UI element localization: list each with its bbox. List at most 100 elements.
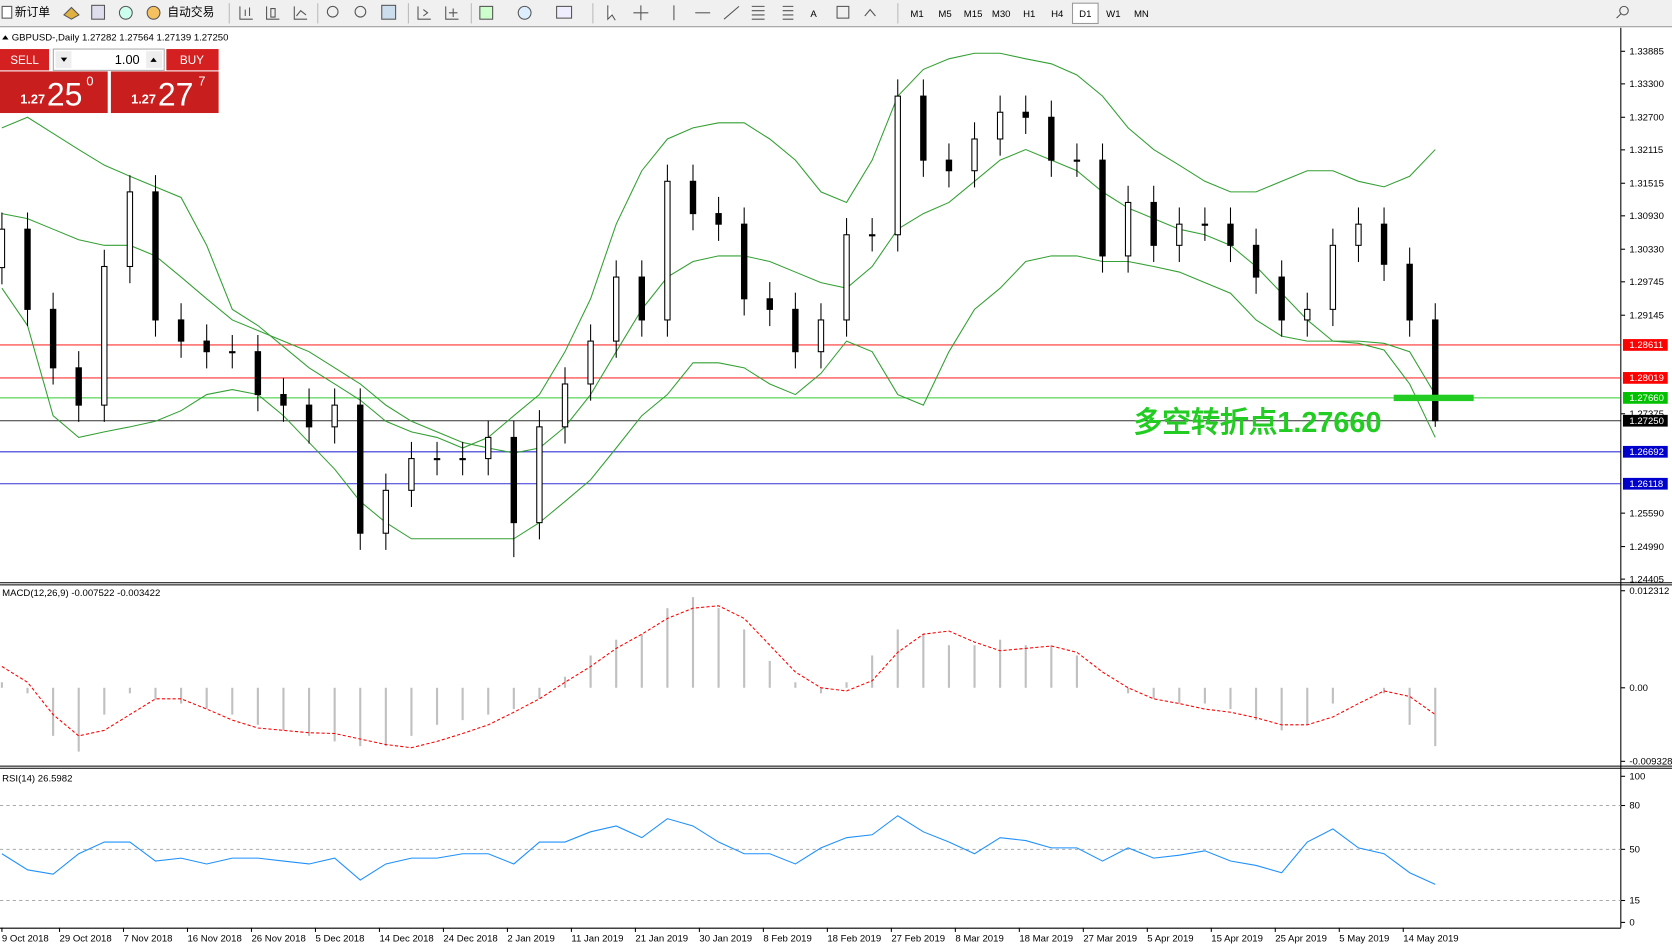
timeframe-active [1071,2,1099,24]
ask-fraction: 7 [198,73,205,88]
timeframe-button[interactable]: MN [1134,9,1149,20]
y-tick-label: -0.009328 [1629,757,1672,768]
icon[interactable] [266,6,280,20]
annotation-text: 多空转折点1.27660 [1134,406,1382,439]
search-icon[interactable] [1619,5,1629,16]
candle-body [24,228,31,310]
icon[interactable] [91,4,106,20]
candle-body [1432,319,1439,422]
candle-body [1355,223,1362,246]
x-tick-label: 16 Nov 2018 [187,934,241,945]
icon[interactable] [633,5,649,21]
y-tick-label: 1.24990 [1629,542,1664,553]
candle-body [740,223,748,300]
candle-body [715,213,722,225]
timeframe-button[interactable]: M30 [992,9,1011,20]
candle-body [305,404,313,428]
signal-line [1,605,1436,749]
x-tick-label: 24 Dec 2018 [443,934,497,945]
icon[interactable] [445,6,459,20]
price-label: 1.28019 [1629,373,1664,384]
ask-box[interactable] [110,71,219,114]
icon[interactable] [239,6,253,20]
x-tick-label: 11 Jan 2019 [571,934,623,945]
buy-button[interactable] [166,49,219,71]
bid-prefix: 1.27 [20,91,45,106]
icon[interactable] [556,5,573,19]
bollinger-band [1,148,1436,454]
candle-body [971,138,978,172]
price-label-box [1622,414,1668,427]
x-tick-label: 21 Jan 2019 [635,934,688,945]
candle-body [101,265,108,406]
x-tick-label: 27 Feb 2019 [891,934,945,945]
icon[interactable] [326,5,339,18]
bid-box[interactable] [0,71,108,114]
price-label-box [1622,477,1668,490]
rsi-title: RSI(14) 26.5982 [2,774,72,785]
price-label: 1.26692 [1629,447,1664,458]
candle-body [229,351,236,354]
candle-body [1073,159,1081,162]
icon[interactable] [782,5,794,20]
bollinger-band [1,255,1436,540]
icon[interactable] [751,5,765,20]
sell-button[interactable] [0,49,50,71]
search-icon [1616,13,1622,19]
icon[interactable] [417,6,431,20]
y-tick-label: 0 [1629,918,1634,929]
icon[interactable] [293,6,308,20]
candle-body [766,298,773,310]
y-tick-label: 1.27375 [1629,409,1664,420]
timeframe-button[interactable]: D1 [1079,9,1091,20]
icon[interactable] [118,5,133,20]
new-order-button[interactable]: 新订单 [15,5,50,19]
candle-body [1048,116,1055,161]
bid-fraction: 0 [86,73,93,88]
y-tick-label: 0.012312 [1629,586,1669,597]
icon[interactable] [479,5,494,20]
toolbar [0,0,1672,27]
icon[interactable] [381,4,397,20]
y-tick-label: 1.25590 [1629,508,1664,519]
timeframe-button[interactable]: M5 [938,9,951,20]
candle-body [510,436,518,524]
icon[interactable] [864,8,876,17]
timeframe-button[interactable]: H4 [1051,9,1064,20]
auto-trading-button[interactable]: 自动交易 [167,5,214,19]
candle-body [357,404,364,534]
timeframe-button[interactable]: H1 [1023,9,1035,20]
buy-label: BUY [180,54,204,67]
lot-input[interactable] [52,48,165,71]
icon[interactable] [723,5,740,20]
icon[interactable] [1,5,13,19]
x-tick-label: 2 Jan 2019 [507,934,554,945]
x-tick-label: 27 Mar 2019 [1083,934,1137,945]
collapse-icon[interactable] [2,35,9,40]
price-label: 1.27250 [1629,416,1664,427]
candle-body [1176,223,1183,246]
icon[interactable] [146,5,161,20]
timeframe-button[interactable]: M1 [910,9,923,20]
icon[interactable] [607,5,616,21]
x-tick-label: 5 Apr 2019 [1147,934,1193,945]
candle-body [1406,263,1413,321]
timeframe-button[interactable]: W1 [1106,9,1120,20]
x-tick-label: 14 May 2019 [1403,934,1458,945]
timeframe-button[interactable]: M15 [964,9,983,20]
x-tick-label: 29 Oct 2018 [60,934,112,945]
arrow [150,57,157,62]
icon[interactable] [836,5,850,19]
candle-body [1124,201,1132,257]
candle-body [587,340,594,385]
candle-body [1252,244,1260,278]
icon[interactable]: A [810,9,817,20]
icon[interactable] [354,5,367,18]
icon[interactable] [63,6,80,20]
price-label: 1.26118 [1629,479,1663,490]
x-tick-label: 25 Apr 2019 [1275,934,1327,945]
chart-area [0,27,1672,949]
y-tick-label: 1.31515 [1629,178,1664,189]
icon[interactable] [517,5,532,20]
price-label: 1.27660 [1629,393,1664,404]
